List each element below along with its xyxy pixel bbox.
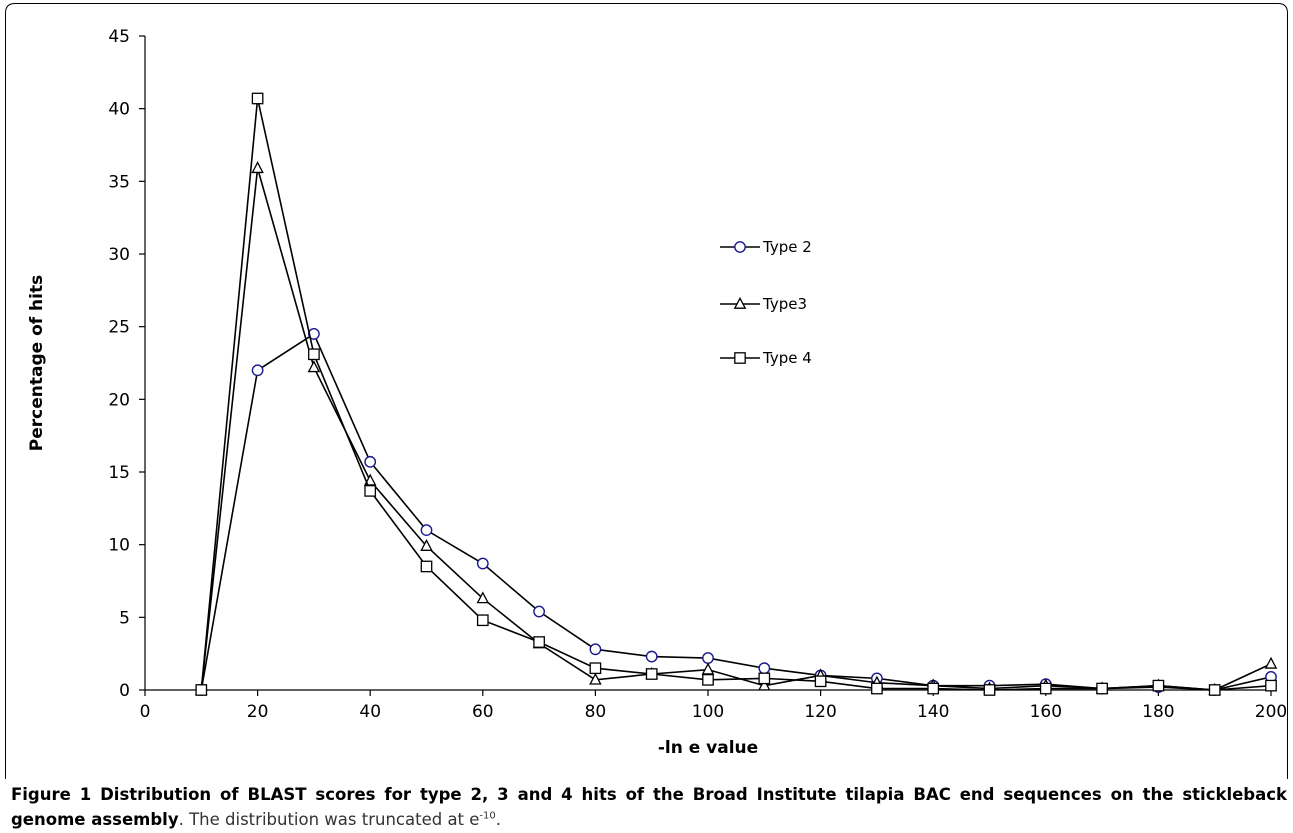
data-point [758,678,771,691]
x-axis-title: -ln e value [658,738,758,758]
y-tick-label: 5 [119,608,130,628]
series-square [195,92,1277,696]
frame-border [5,3,1288,779]
data-point [758,672,771,685]
data-point [1096,682,1108,695]
data-point [364,485,377,497]
data-point [363,473,377,486]
data-point [1208,684,1221,696]
caption-lead: Figure 1 Distribution of BLAST scores fo… [11,785,1287,829]
x-tick-label: 20 [247,702,269,722]
series-triangle [195,161,1278,695]
series-layer [195,92,1278,696]
data-point [195,684,208,696]
data-point [307,360,321,373]
data-point [645,668,658,680]
data-point [533,636,545,648]
x-tick-label: 120 [804,702,836,722]
legend-label: Type 4 [762,349,812,367]
data-point [476,614,489,627]
x-tick-label: 0 [140,702,151,722]
x-tick-label: 160 [1030,702,1062,722]
x-tick-label: 100 [692,702,724,722]
data-point [533,605,545,618]
data-point [589,662,602,675]
data-point [702,652,714,664]
data-point [251,364,264,377]
data-point [1265,679,1277,692]
legend-item: Type 4 [720,349,812,367]
data-point [364,455,377,468]
x-tick-label: 60 [472,702,494,722]
data-point [420,524,433,537]
data-point [308,348,320,361]
caption-tail-end: . [495,810,502,829]
legend-label: Type 2 [762,238,812,256]
x-tick-label: 80 [585,702,607,722]
y-tick-label: 25 [108,318,130,338]
data-point [814,675,827,688]
axes: 0 5 10 15 20 25 30 35 40 45 0 20 40 60 80 100 120 140 160 1… [108,27,1287,722]
data-point [927,682,940,695]
data-point [1152,679,1165,692]
y-tick-label: 40 [108,100,130,120]
y-tick-label: 35 [108,172,130,192]
legend-marker [733,296,747,309]
data-point [701,662,715,675]
series-line [200,332,1272,691]
legend-item: Type 2 [720,238,812,256]
x-tick-label: 200 [1255,702,1287,722]
y-tick-label: 10 [108,536,130,556]
series-line [200,98,1272,691]
data-point [420,539,433,551]
data-point [476,591,490,604]
legend-marker [734,352,746,364]
caption-tail: . The distribution was truncated at e [178,810,480,829]
data-point [645,650,658,663]
figure-caption: Figure 1 Distribution of BLAST scores fo… [11,782,1287,832]
data-point [251,161,264,174]
legend-marker [734,241,746,253]
data-point [758,662,771,675]
legend: Type 2 Type3 Type 4 [720,238,812,367]
data-point [702,673,714,686]
x-tick-label: 140 [917,702,949,722]
y-tick-label: 15 [108,463,130,483]
y-axis-title: Percentage of hits [27,275,47,451]
data-point [589,672,602,685]
legend-label: Type3 [762,295,807,313]
data-point [983,684,996,696]
caption-superscript: -10 [479,810,496,822]
data-point [1039,682,1052,695]
legend-item: Type3 [720,295,807,313]
y-tick-label: 30 [108,245,130,265]
data-point [420,560,433,573]
x-tick-label: 180 [1142,702,1174,722]
data-point [476,557,489,570]
data-point [251,92,264,105]
data-point [589,643,602,656]
y-tick-label: 0 [119,681,130,701]
series-circle [195,328,1277,696]
y-tick-label: 45 [108,27,130,47]
data-point [1264,656,1278,669]
x-tick-label: 40 [359,702,381,722]
figure-frame: 0 5 10 15 20 25 30 35 40 45 0 20 40 60 80 100 120 140 160 1… [5,3,1288,829]
data-point [871,682,883,695]
line-chart: 0 5 10 15 20 25 30 35 40 45 0 20 40 60 80 100 120 140 160 1… [5,3,1288,779]
y-tick-label: 20 [108,390,130,410]
